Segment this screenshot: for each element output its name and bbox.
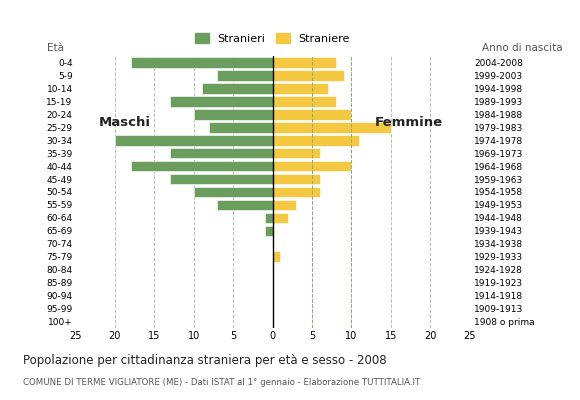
Text: Anno di nascita: Anno di nascita [481, 44, 562, 54]
Bar [273, 161, 351, 172]
Bar [273, 148, 320, 158]
Bar [115, 135, 273, 146]
Bar [218, 70, 273, 81]
Bar [273, 187, 320, 197]
Bar [194, 187, 273, 197]
Bar [170, 148, 273, 158]
Bar [273, 57, 336, 68]
Bar [273, 109, 351, 120]
Text: Maschi: Maschi [99, 116, 151, 130]
Bar [273, 212, 288, 223]
Text: Popolazione per cittadinanza straniera per età e sesso - 2008: Popolazione per cittadinanza straniera p… [23, 354, 387, 367]
Bar [273, 96, 336, 107]
Bar [170, 174, 273, 184]
Text: Età: Età [46, 44, 64, 54]
Text: Femmine: Femmine [375, 116, 443, 130]
Bar [209, 122, 273, 132]
Bar [130, 161, 273, 172]
Text: COMUNE DI TERME VIGLIATORE (ME) - Dati ISTAT al 1° gennaio - Elaborazione TUTTIT: COMUNE DI TERME VIGLIATORE (ME) - Dati I… [23, 378, 420, 387]
Bar [170, 96, 273, 107]
Bar [273, 174, 320, 184]
Bar [264, 226, 273, 236]
Bar [130, 57, 273, 68]
Legend: Stranieri, Straniere: Stranieri, Straniere [191, 29, 354, 48]
Bar [218, 200, 273, 210]
Bar [273, 70, 343, 81]
Bar [202, 83, 273, 94]
Bar [273, 83, 328, 94]
Bar [273, 200, 296, 210]
Bar [264, 212, 273, 223]
Bar [273, 252, 281, 262]
Bar [194, 109, 273, 120]
Bar [273, 135, 360, 146]
Bar [273, 122, 391, 132]
